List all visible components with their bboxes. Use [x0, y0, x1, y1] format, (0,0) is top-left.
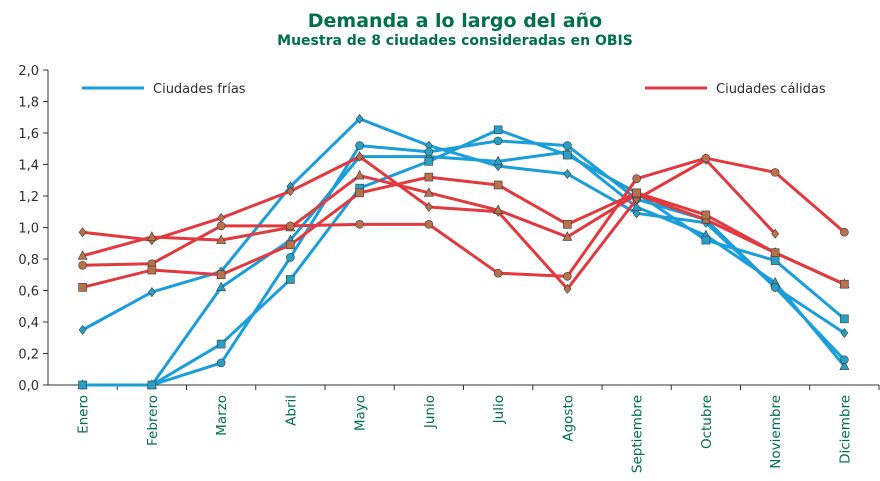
- marker: [840, 227, 849, 237]
- marker: [701, 235, 711, 245]
- marker: [840, 314, 849, 324]
- marker: [216, 281, 227, 292]
- marker: [355, 188, 364, 198]
- marker: [78, 283, 87, 292]
- marker: [562, 231, 573, 241]
- y-tick-label: 0,4: [18, 316, 39, 331]
- marker: [78, 227, 87, 238]
- chart-title: Demanda a lo largo del año: [308, 10, 602, 32]
- x-tick-label: Abril: [283, 395, 299, 426]
- marker: [216, 270, 226, 280]
- x-tick-label: Junio: [422, 395, 438, 429]
- marker: [701, 153, 711, 163]
- marker: [423, 187, 434, 197]
- marker: [355, 113, 364, 124]
- legend-label: Ciudades cálidas: [716, 82, 826, 97]
- marker: [563, 220, 572, 229]
- marker: [563, 141, 572, 150]
- y-tick-label: 1,0: [18, 222, 39, 237]
- marker: [632, 208, 641, 219]
- marker: [424, 202, 433, 213]
- marker: [770, 283, 780, 292]
- marker: [424, 172, 434, 182]
- marker: [286, 275, 295, 284]
- x-tick-label: Octubre: [699, 395, 715, 449]
- marker: [493, 180, 503, 190]
- marker: [78, 380, 87, 390]
- x-tick-label: Enero: [76, 395, 92, 434]
- marker: [286, 186, 295, 197]
- marker: [632, 174, 641, 183]
- marker: [493, 125, 503, 135]
- marker: [77, 250, 88, 260]
- y-tick-label: 0,8: [18, 253, 39, 268]
- marker: [355, 141, 364, 150]
- marker: [563, 168, 572, 179]
- marker: [216, 234, 227, 244]
- marker: [563, 272, 572, 281]
- series-line: [82, 139, 846, 387]
- x-tick-label: Agosto: [560, 395, 576, 442]
- y-tick-label: 0,0: [18, 379, 39, 394]
- marker: [493, 136, 503, 146]
- marker: [424, 157, 434, 166]
- marker: [78, 260, 87, 270]
- marker: [424, 147, 434, 157]
- marker: [840, 328, 849, 339]
- marker: [217, 213, 226, 224]
- marker: [286, 253, 295, 262]
- marker: [839, 360, 850, 370]
- x-tick-label: Marzo: [214, 395, 230, 436]
- marker: [493, 155, 504, 166]
- marker: [216, 358, 226, 368]
- marker: [286, 221, 295, 231]
- x-tick-label: Noviembre: [768, 395, 784, 469]
- x-tick-label: Mayo: [353, 395, 369, 431]
- y-tick-label: 1,6: [18, 127, 39, 142]
- y-tick-label: 2,0: [18, 64, 39, 79]
- marker: [286, 240, 295, 250]
- chart-subtitle: Muestra de 8 ciudades consideradas en OB…: [277, 33, 633, 49]
- marker: [147, 287, 156, 298]
- marker: [78, 324, 87, 335]
- y-tick-label: 1,2: [18, 190, 39, 205]
- marker: [632, 188, 641, 198]
- series-line: [82, 128, 846, 387]
- y-tick-label: 0,6: [18, 285, 39, 300]
- legend-label: Ciudades frías: [153, 82, 246, 97]
- marker: [147, 380, 157, 390]
- marker: [770, 168, 780, 177]
- marker: [563, 150, 572, 160]
- marker: [840, 355, 849, 365]
- marker: [770, 256, 780, 265]
- marker: [771, 228, 780, 239]
- marker: [146, 231, 157, 241]
- marker: [216, 339, 226, 349]
- x-tick-label: Julio: [491, 395, 507, 424]
- marker: [424, 220, 434, 229]
- series-line: [82, 175, 845, 289]
- marker: [563, 283, 572, 294]
- marker: [840, 279, 849, 289]
- marker: [701, 210, 711, 220]
- y-tick-label: 1,8: [18, 96, 39, 111]
- marker: [493, 204, 504, 214]
- marker: [147, 265, 157, 275]
- marker: [493, 268, 503, 278]
- marker: [631, 201, 642, 211]
- y-tick-label: 0,2: [18, 348, 39, 363]
- y-tick-label: 1,4: [18, 159, 39, 174]
- marker: [355, 151, 364, 162]
- marker: [354, 169, 365, 180]
- x-tick-label: Diciembre: [837, 395, 853, 464]
- x-tick-label: Febrero: [145, 395, 161, 446]
- marker: [355, 220, 364, 229]
- marker: [770, 248, 780, 257]
- series-line: [82, 156, 846, 278]
- x-tick-label: Septiembre: [630, 395, 646, 473]
- marker: [216, 221, 226, 231]
- series-line: [82, 174, 845, 286]
